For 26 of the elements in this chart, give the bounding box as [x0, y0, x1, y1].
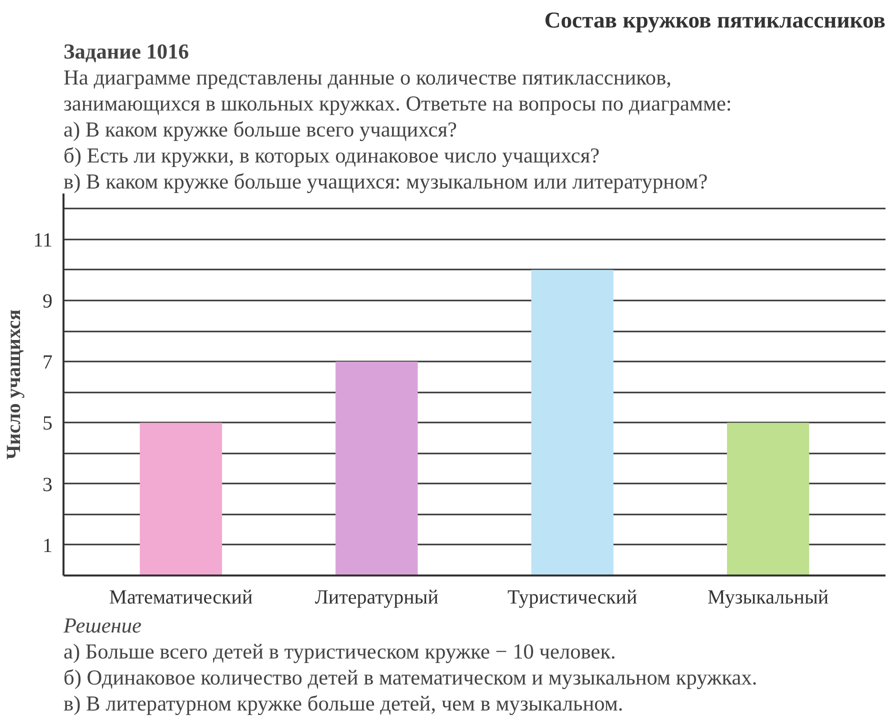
text: б) Одинаковое количество детей в математическом и музыкальном кружках. [64, 666, 758, 690]
text: а) В каком кружке больше всего учащихся? [64, 118, 457, 142]
text: На диаграмме представлены данные о количестве пятиклассников, [64, 66, 672, 90]
x-tick-label: Математический [109, 586, 253, 608]
text: в) В каком кружке больше учащихся: музыкальном или литературном? [64, 170, 708, 194]
x-tick-label: Литературный [314, 586, 439, 608]
text: в) В литературном кружке больше детей, чем в музыкальном. [64, 692, 624, 716]
bar [531, 270, 614, 576]
text: занимающихся в школьных кружках. Ответьте на вопросы по диаграмме: [64, 92, 732, 116]
y-tick-label: 5 [42, 412, 52, 435]
text: Задание 1016 [64, 40, 190, 64]
y-tick-label: 1 [42, 534, 52, 557]
text: Решение [62, 614, 142, 638]
text: а) Больше всего детей в туристическом кружке − 10 человек. [64, 640, 616, 664]
y-tick-label: 11 [33, 229, 53, 252]
bar [726, 422, 810, 576]
y-tick-label: 9 [42, 290, 52, 312]
x-tick-label: Туристический [508, 586, 638, 608]
y-tick-label: 7 [42, 352, 52, 374]
chart-title: Состав кружков пятиклассников [544, 8, 886, 32]
y-tick-label: 3 [42, 474, 52, 496]
bar [336, 362, 418, 576]
bar [140, 422, 222, 576]
y-axis-title: Число учащихся [3, 309, 26, 460]
x-tick-label: Музыкальный [708, 586, 829, 608]
text: б) Есть ли кружки, в которых одинаковое число учащихся? [64, 144, 600, 168]
